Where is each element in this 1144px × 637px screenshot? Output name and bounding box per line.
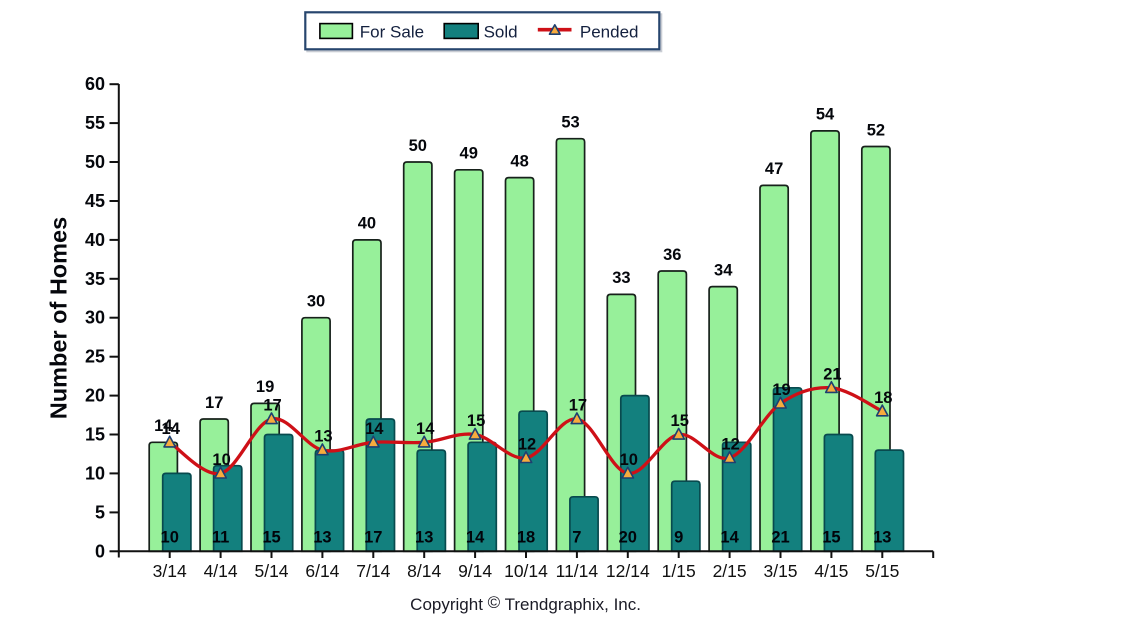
svg-text:14: 14 [365,420,384,438]
svg-text:15: 15 [822,529,840,547]
svg-text:45: 45 [85,191,105,211]
svg-text:7/14: 7/14 [356,561,390,581]
svg-text:48: 48 [510,152,528,170]
svg-text:13: 13 [314,428,332,446]
svg-text:10: 10 [620,451,638,469]
svg-text:2/15: 2/15 [713,561,747,581]
svg-text:9/14: 9/14 [458,561,492,581]
svg-text:10: 10 [212,451,230,469]
svg-text:36: 36 [663,246,681,264]
svg-text:30: 30 [307,293,325,311]
svg-text:15: 15 [262,529,280,547]
svg-text:60: 60 [85,74,105,94]
svg-text:14: 14 [720,529,739,547]
svg-text:53: 53 [561,114,579,132]
svg-text:33: 33 [612,269,630,287]
svg-text:40: 40 [85,230,105,250]
svg-text:4/15: 4/15 [814,561,848,581]
svg-text:17: 17 [263,397,281,415]
svg-text:15: 15 [671,412,689,430]
svg-text:52: 52 [867,121,885,139]
svg-text:Pended: Pended [580,22,639,41]
svg-text:21: 21 [771,529,789,547]
svg-text:13: 13 [313,529,331,547]
svg-text:17: 17 [569,397,587,415]
svg-text:21: 21 [823,365,841,383]
svg-text:For Sale: For Sale [360,22,424,41]
svg-text:30: 30 [85,308,105,328]
svg-text:17: 17 [205,394,223,412]
svg-text:25: 25 [85,347,105,367]
svg-text:17: 17 [364,529,382,547]
svg-text:15: 15 [85,425,105,445]
svg-text:12: 12 [518,436,536,454]
svg-text:50: 50 [85,152,105,172]
svg-text:13: 13 [873,529,891,547]
svg-text:55: 55 [85,113,105,133]
svg-text:19: 19 [772,381,790,399]
svg-text:Sold: Sold [484,22,518,41]
svg-text:7: 7 [572,529,581,547]
svg-text:20: 20 [619,529,637,547]
svg-text:14: 14 [466,529,485,547]
svg-text:10/14: 10/14 [504,561,548,581]
svg-text:3/14: 3/14 [153,561,187,581]
svg-text:0: 0 [95,541,105,561]
svg-text:10: 10 [161,529,179,547]
svg-text:20: 20 [85,386,105,406]
svg-text:5/15: 5/15 [865,561,899,581]
svg-text:14: 14 [154,417,173,435]
svg-text:5: 5 [95,502,105,522]
svg-text:11/14: 11/14 [556,561,599,581]
svg-text:13: 13 [415,529,433,547]
svg-text:3/15: 3/15 [763,561,797,581]
svg-text:4/14: 4/14 [204,561,238,581]
svg-text:34: 34 [714,261,733,279]
svg-text:9: 9 [674,529,683,547]
svg-text:10: 10 [85,463,105,483]
svg-text:14: 14 [162,420,181,438]
svg-text:18: 18 [517,529,535,547]
svg-text:54: 54 [816,106,835,124]
svg-text:15: 15 [467,412,485,430]
svg-text:Number of Homes: Number of Homes [46,217,72,419]
svg-text:12/14: 12/14 [606,561,650,581]
svg-text:18: 18 [874,389,892,407]
svg-text:5/14: 5/14 [254,561,288,581]
svg-text:6/14: 6/14 [305,561,339,581]
svg-text:Copyright © Trendgraphix, Inc.: Copyright © Trendgraphix, Inc. [410,593,641,614]
svg-text:14: 14 [416,420,435,438]
svg-text:19: 19 [256,378,274,396]
svg-text:1/15: 1/15 [662,561,696,581]
svg-text:49: 49 [460,145,478,163]
svg-text:11: 11 [212,529,229,547]
svg-text:8/14: 8/14 [407,561,441,581]
svg-text:40: 40 [358,215,376,233]
svg-text:50: 50 [409,137,427,155]
svg-text:47: 47 [765,160,783,178]
svg-text:12: 12 [721,436,739,454]
svg-text:35: 35 [85,269,105,289]
